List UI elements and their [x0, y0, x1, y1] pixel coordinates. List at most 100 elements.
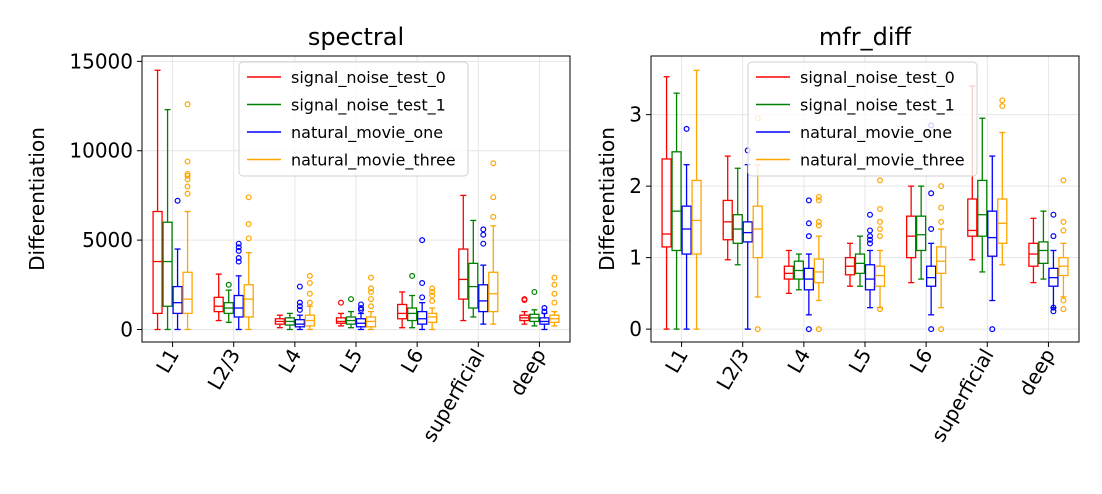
box-natural_movie_three-L6: [426, 285, 438, 331]
box-iqr: [915, 215, 927, 252]
outlier-point: [999, 103, 1006, 110]
outlier-point: [368, 296, 375, 303]
outlier-point: [876, 226, 883, 233]
outlier-point: [1050, 304, 1057, 311]
ytick-label: 3: [629, 103, 642, 127]
box-signal_noise_test_1-L5: [345, 296, 357, 329]
outlier-point: [358, 305, 365, 312]
box-iqr: [416, 310, 428, 325]
box-signal_noise_test_0-L1: [152, 69, 163, 331]
xtick-label: L5: [844, 345, 877, 378]
box-natural_movie_one-L1: [681, 125, 692, 330]
outlier-point: [245, 221, 252, 228]
outlier-point: [490, 194, 497, 201]
outlier-point: [1060, 218, 1067, 225]
box-iqr: [1038, 241, 1049, 264]
outlier-point: [306, 272, 313, 279]
outlier-point: [1060, 297, 1067, 304]
outlier-point: [928, 190, 935, 197]
box-iqr: [742, 221, 753, 243]
outlier-point: [368, 303, 375, 310]
box-natural_movie_one-L6: [925, 122, 937, 333]
outlier-point: [306, 280, 313, 287]
box-signal_noise_test_1-L6: [406, 272, 418, 329]
box-natural_movie_three-L5: [365, 274, 377, 331]
box-signal_noise_test_0-deep: [1028, 217, 1039, 284]
box-iqr: [335, 317, 347, 324]
xtick-label: superficial: [417, 345, 489, 446]
box-signal_noise_test_1-deep: [1038, 210, 1049, 280]
outlier-point: [429, 297, 436, 304]
xtick-label: L6: [396, 345, 429, 378]
legend-label: signal_noise_test_1: [291, 96, 446, 116]
outlier-point: [358, 301, 365, 308]
outlier-point: [866, 236, 873, 243]
box-signal_noise_test_1-L4: [793, 253, 805, 291]
box-signal_noise_test_1-superficial: [977, 117, 988, 273]
box-natural_movie_one-deep: [1048, 211, 1059, 315]
box-natural_movie_one-superficial: [987, 155, 998, 333]
outlier-point: [235, 254, 242, 261]
outlier-point: [419, 237, 426, 244]
box-natural_movie_one-L4: [803, 197, 815, 333]
ytick-label: 5000: [82, 228, 133, 252]
boxplots: [152, 69, 560, 331]
outlier-point: [866, 227, 873, 234]
box-iqr: [458, 248, 469, 300]
legend: signal_noise_test_0 signal_noise_test_1na…: [747, 61, 978, 177]
box-signal_noise_test_0-L5: [335, 299, 347, 327]
outlier-point: [938, 204, 945, 211]
box-natural_movie_one-L5: [355, 301, 367, 331]
outlier-point: [531, 288, 538, 295]
box-iqr: [488, 271, 499, 313]
outlier-point: [419, 280, 426, 287]
y-axis-label: Differentiation: [25, 127, 49, 271]
legend-frame: [238, 61, 469, 177]
box-iqr: [478, 284, 489, 313]
box-signal_noise_test_0-superficial: [458, 194, 469, 322]
outlier-point: [754, 326, 761, 333]
legend-label: signal_noise_test_0: [291, 68, 446, 88]
box-iqr: [752, 205, 763, 259]
box-iqr: [987, 210, 998, 257]
outlier-point: [1050, 211, 1057, 218]
outlier-point: [409, 272, 416, 279]
xtick-label: deep: [1014, 345, 1060, 400]
box-signal_noise_test_0-deep: [519, 296, 530, 325]
box-iqr: [468, 262, 479, 309]
outlier-point: [551, 290, 558, 297]
outlier-point: [235, 244, 242, 251]
box-signal_noise_test_0-L4: [274, 314, 286, 329]
outlier-point: [551, 274, 558, 281]
outlier-point: [876, 218, 883, 225]
outlier-point: [184, 190, 191, 197]
outlier-point: [184, 170, 191, 177]
outlier-point: [225, 281, 232, 288]
box-natural_movie_one-L4: [294, 283, 306, 331]
outlier-point: [429, 292, 436, 299]
outlier-point: [938, 326, 945, 333]
outlier-point: [338, 299, 345, 306]
box-iqr: [406, 307, 418, 322]
outlier-point: [1050, 233, 1057, 240]
xtick-label: deep: [505, 345, 551, 400]
outlier-point: [368, 274, 375, 281]
box-iqr: [977, 179, 988, 237]
outlier-point: [306, 299, 313, 306]
ytick-label: 0: [629, 317, 642, 341]
outlier-point: [480, 240, 487, 247]
outlier-point: [815, 222, 822, 229]
box-natural_movie_one-deep: [539, 305, 550, 331]
outlier-point: [1060, 306, 1067, 313]
outlier-point: [805, 326, 812, 333]
outlier-point: [296, 306, 303, 313]
box-natural_movie_three-deep: [549, 274, 560, 327]
box-iqr: [997, 198, 1008, 244]
box-signal_noise_test_1-L5: [854, 235, 866, 287]
box-iqr: [671, 151, 682, 252]
box-signal_noise_test_0-L6: [905, 185, 917, 284]
outlier-point: [938, 218, 945, 225]
box-iqr: [864, 264, 876, 291]
